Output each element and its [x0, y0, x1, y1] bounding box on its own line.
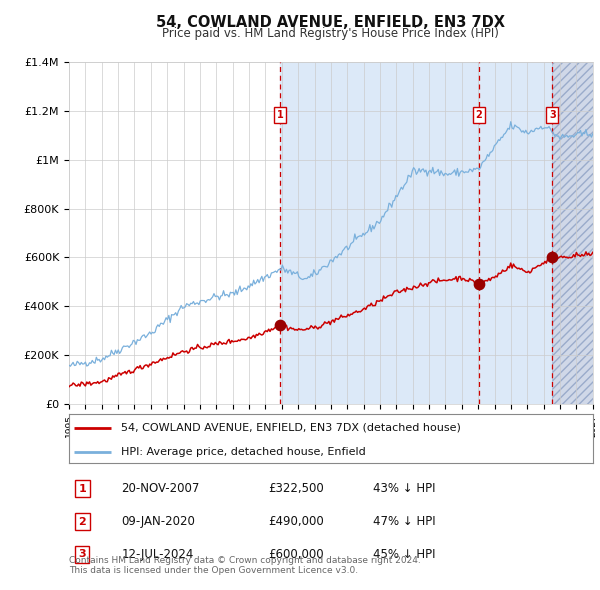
Text: 2: 2: [78, 516, 86, 526]
Text: £600,000: £600,000: [268, 548, 323, 560]
Text: 2: 2: [475, 110, 482, 120]
Text: 43% ↓ HPI: 43% ↓ HPI: [373, 483, 436, 496]
Text: 45% ↓ HPI: 45% ↓ HPI: [373, 548, 436, 560]
Text: 20-NOV-2007: 20-NOV-2007: [121, 483, 200, 496]
Text: 54, COWLAND AVENUE, ENFIELD, EN3 7DX (detached house): 54, COWLAND AVENUE, ENFIELD, EN3 7DX (de…: [121, 423, 461, 433]
Text: 1: 1: [277, 110, 283, 120]
Bar: [553, 62, 593, 404]
Point: [474, 280, 484, 289]
Text: 54, COWLAND AVENUE, ENFIELD, EN3 7DX: 54, COWLAND AVENUE, ENFIELD, EN3 7DX: [155, 15, 505, 30]
Text: 47% ↓ HPI: 47% ↓ HPI: [373, 515, 436, 528]
Text: £490,000: £490,000: [268, 515, 324, 528]
Text: 3: 3: [78, 549, 86, 559]
Bar: [280, 62, 553, 404]
Text: £322,500: £322,500: [268, 483, 324, 496]
Text: Price paid vs. HM Land Registry's House Price Index (HPI): Price paid vs. HM Land Registry's House …: [161, 27, 499, 40]
Text: 09-JAN-2020: 09-JAN-2020: [121, 515, 195, 528]
Text: Contains HM Land Registry data © Crown copyright and database right 2024.
This d: Contains HM Land Registry data © Crown c…: [69, 556, 421, 575]
Point: [548, 253, 557, 262]
Text: HPI: Average price, detached house, Enfield: HPI: Average price, detached house, Enfi…: [121, 447, 366, 457]
Text: 1: 1: [78, 484, 86, 494]
Text: 3: 3: [549, 110, 556, 120]
Text: 12-JUL-2024: 12-JUL-2024: [121, 548, 194, 560]
Bar: [69, 62, 280, 404]
Point: [275, 320, 285, 330]
